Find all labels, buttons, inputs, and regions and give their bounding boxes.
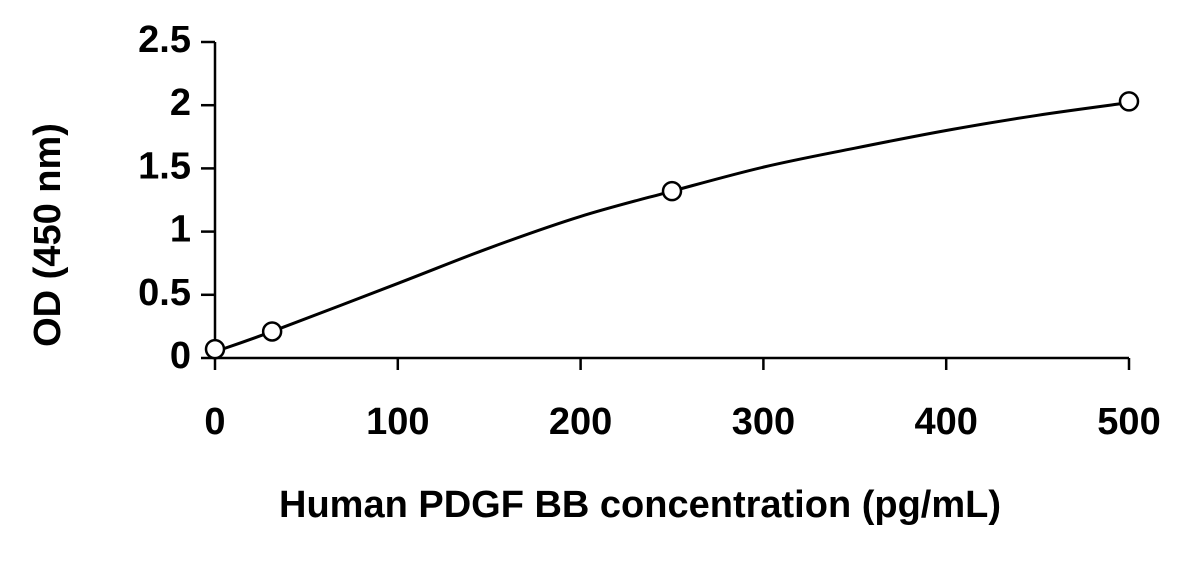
y-axis-label: OD (450 nm) bbox=[27, 123, 69, 347]
x-tick-label: 400 bbox=[914, 401, 977, 443]
y-tick-label: 1.5 bbox=[138, 145, 191, 187]
y-tick-label: 1 bbox=[170, 209, 191, 251]
x-tick-label: 300 bbox=[732, 401, 795, 443]
y-tick-label: 2.5 bbox=[138, 19, 191, 61]
x-tick-label: 0 bbox=[204, 401, 225, 443]
x-tick-label: 200 bbox=[549, 401, 612, 443]
data-point bbox=[661, 180, 683, 202]
fit-curve bbox=[214, 101, 1130, 354]
y-tick-label: 0 bbox=[170, 335, 191, 377]
x-tick-label: 100 bbox=[366, 401, 429, 443]
y-tick-label: 0.5 bbox=[138, 272, 191, 314]
x-axis-label: Human PDGF BB concentration (pg/mL) bbox=[279, 484, 1001, 526]
data-point bbox=[204, 338, 226, 360]
x-tick-label: 500 bbox=[1097, 401, 1160, 443]
data-point bbox=[1118, 91, 1140, 112]
data-point bbox=[261, 321, 283, 342]
y-tick-label: 2 bbox=[170, 82, 191, 124]
